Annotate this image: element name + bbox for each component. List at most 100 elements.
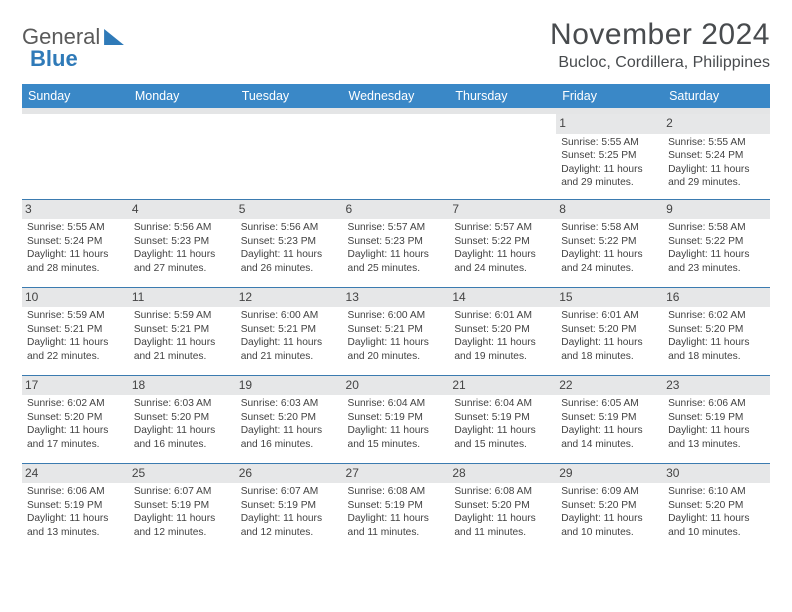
sunset-text: Sunset: 5:21 PM bbox=[134, 323, 231, 336]
sunrise-text: Sunrise: 6:05 AM bbox=[561, 397, 658, 410]
title-block: November 2024 Bucloc, Cordillera, Philip… bbox=[550, 18, 770, 72]
day-number: 1 bbox=[556, 114, 663, 134]
sunrise-text: Sunrise: 6:06 AM bbox=[27, 485, 124, 498]
daylight-text: Daylight: 11 hours and 15 minutes. bbox=[454, 424, 551, 451]
sunset-text: Sunset: 5:22 PM bbox=[668, 235, 765, 248]
sunrise-text: Sunrise: 6:00 AM bbox=[348, 309, 445, 322]
day-number: 23 bbox=[663, 376, 770, 396]
day-cell: 15Sunrise: 6:01 AMSunset: 5:20 PMDayligh… bbox=[556, 287, 663, 375]
daylight-text: Daylight: 11 hours and 29 minutes. bbox=[561, 163, 658, 190]
daylight-text: Daylight: 11 hours and 29 minutes. bbox=[668, 163, 765, 190]
col-thursday: Thursday bbox=[449, 84, 556, 111]
day-number: 2 bbox=[663, 114, 770, 134]
day-number: 18 bbox=[129, 376, 236, 396]
daylight-text: Daylight: 11 hours and 10 minutes. bbox=[668, 512, 765, 539]
sunset-text: Sunset: 5:23 PM bbox=[134, 235, 231, 248]
daylight-text: Daylight: 11 hours and 12 minutes. bbox=[134, 512, 231, 539]
day-number: 30 bbox=[663, 464, 770, 484]
sunset-text: Sunset: 5:19 PM bbox=[348, 411, 445, 424]
sunset-text: Sunset: 5:23 PM bbox=[348, 235, 445, 248]
logo-text-2: Blue bbox=[30, 46, 78, 72]
day-cell: 19Sunrise: 6:03 AMSunset: 5:20 PMDayligh… bbox=[236, 375, 343, 463]
day-number: 19 bbox=[236, 376, 343, 396]
daylight-text: Daylight: 11 hours and 24 minutes. bbox=[561, 248, 658, 275]
day-number: 10 bbox=[22, 288, 129, 308]
day-number: 4 bbox=[129, 200, 236, 220]
sunset-text: Sunset: 5:20 PM bbox=[561, 323, 658, 336]
day-cell bbox=[449, 111, 556, 199]
day-cell bbox=[129, 111, 236, 199]
day-number: 8 bbox=[556, 200, 663, 220]
day-number: 14 bbox=[449, 288, 556, 308]
day-cell: 29Sunrise: 6:09 AMSunset: 5:20 PMDayligh… bbox=[556, 463, 663, 551]
sunrise-text: Sunrise: 5:55 AM bbox=[561, 136, 658, 149]
sunset-text: Sunset: 5:21 PM bbox=[241, 323, 338, 336]
day-number: 24 bbox=[22, 464, 129, 484]
sunrise-text: Sunrise: 5:58 AM bbox=[668, 221, 765, 234]
day-cell: 21Sunrise: 6:04 AMSunset: 5:19 PMDayligh… bbox=[449, 375, 556, 463]
sunrise-text: Sunrise: 6:00 AM bbox=[241, 309, 338, 322]
sunset-text: Sunset: 5:19 PM bbox=[454, 411, 551, 424]
day-cell bbox=[343, 111, 450, 199]
day-cell: 14Sunrise: 6:01 AMSunset: 5:20 PMDayligh… bbox=[449, 287, 556, 375]
week-row: 3Sunrise: 5:55 AMSunset: 5:24 PMDaylight… bbox=[22, 199, 770, 287]
sunrise-text: Sunrise: 6:08 AM bbox=[454, 485, 551, 498]
sunrise-text: Sunrise: 6:02 AM bbox=[668, 309, 765, 322]
day-number: 5 bbox=[236, 200, 343, 220]
day-number: 25 bbox=[129, 464, 236, 484]
day-cell: 20Sunrise: 6:04 AMSunset: 5:19 PMDayligh… bbox=[343, 375, 450, 463]
sunset-text: Sunset: 5:20 PM bbox=[561, 499, 658, 512]
day-cell: 17Sunrise: 6:02 AMSunset: 5:20 PMDayligh… bbox=[22, 375, 129, 463]
day-cell: 13Sunrise: 6:00 AMSunset: 5:21 PMDayligh… bbox=[343, 287, 450, 375]
daylight-text: Daylight: 11 hours and 21 minutes. bbox=[134, 336, 231, 363]
daylight-text: Daylight: 11 hours and 13 minutes. bbox=[27, 512, 124, 539]
sunset-text: Sunset: 5:19 PM bbox=[561, 411, 658, 424]
daylight-text: Daylight: 11 hours and 15 minutes. bbox=[348, 424, 445, 451]
day-number: 27 bbox=[343, 464, 450, 484]
day-number: 26 bbox=[236, 464, 343, 484]
sunrise-text: Sunrise: 6:01 AM bbox=[454, 309, 551, 322]
day-cell: 25Sunrise: 6:07 AMSunset: 5:19 PMDayligh… bbox=[129, 463, 236, 551]
sunrise-text: Sunrise: 5:57 AM bbox=[454, 221, 551, 234]
day-cell: 11Sunrise: 5:59 AMSunset: 5:21 PMDayligh… bbox=[129, 287, 236, 375]
week-row: 1Sunrise: 5:55 AMSunset: 5:25 PMDaylight… bbox=[22, 111, 770, 199]
sunset-text: Sunset: 5:24 PM bbox=[668, 149, 765, 162]
sunrise-text: Sunrise: 6:10 AM bbox=[668, 485, 765, 498]
daylight-text: Daylight: 11 hours and 16 minutes. bbox=[241, 424, 338, 451]
sunset-text: Sunset: 5:22 PM bbox=[561, 235, 658, 248]
sunrise-text: Sunrise: 6:01 AM bbox=[561, 309, 658, 322]
day-cell bbox=[236, 111, 343, 199]
sunset-text: Sunset: 5:19 PM bbox=[27, 499, 124, 512]
sunset-text: Sunset: 5:19 PM bbox=[241, 499, 338, 512]
sunset-text: Sunset: 5:21 PM bbox=[348, 323, 445, 336]
daylight-text: Daylight: 11 hours and 24 minutes. bbox=[454, 248, 551, 275]
location-label: Bucloc, Cordillera, Philippines bbox=[550, 54, 770, 72]
day-cell: 2Sunrise: 5:55 AMSunset: 5:24 PMDaylight… bbox=[663, 111, 770, 199]
col-saturday: Saturday bbox=[663, 84, 770, 111]
day-cell: 30Sunrise: 6:10 AMSunset: 5:20 PMDayligh… bbox=[663, 463, 770, 551]
day-number: 22 bbox=[556, 376, 663, 396]
sunset-text: Sunset: 5:20 PM bbox=[134, 411, 231, 424]
sunrise-text: Sunrise: 6:07 AM bbox=[241, 485, 338, 498]
daylight-text: Daylight: 11 hours and 27 minutes. bbox=[134, 248, 231, 275]
day-cell: 24Sunrise: 6:06 AMSunset: 5:19 PMDayligh… bbox=[22, 463, 129, 551]
daylight-text: Daylight: 11 hours and 13 minutes. bbox=[668, 424, 765, 451]
sunrise-text: Sunrise: 6:03 AM bbox=[134, 397, 231, 410]
week-row: 17Sunrise: 6:02 AMSunset: 5:20 PMDayligh… bbox=[22, 375, 770, 463]
sunrise-text: Sunrise: 6:09 AM bbox=[561, 485, 658, 498]
sunrise-text: Sunrise: 6:07 AM bbox=[134, 485, 231, 498]
day-number: 15 bbox=[556, 288, 663, 308]
sunrise-text: Sunrise: 6:02 AM bbox=[27, 397, 124, 410]
sunrise-text: Sunrise: 5:56 AM bbox=[134, 221, 231, 234]
daylight-text: Daylight: 11 hours and 28 minutes. bbox=[27, 248, 124, 275]
day-number bbox=[449, 114, 556, 118]
day-cell: 16Sunrise: 6:02 AMSunset: 5:20 PMDayligh… bbox=[663, 287, 770, 375]
day-number bbox=[343, 114, 450, 118]
day-cell: 22Sunrise: 6:05 AMSunset: 5:19 PMDayligh… bbox=[556, 375, 663, 463]
daylight-text: Daylight: 11 hours and 18 minutes. bbox=[668, 336, 765, 363]
daylight-text: Daylight: 11 hours and 22 minutes. bbox=[27, 336, 124, 363]
sunset-text: Sunset: 5:19 PM bbox=[134, 499, 231, 512]
day-number: 9 bbox=[663, 200, 770, 220]
daylight-text: Daylight: 11 hours and 10 minutes. bbox=[561, 512, 658, 539]
sunrise-text: Sunrise: 6:08 AM bbox=[348, 485, 445, 498]
